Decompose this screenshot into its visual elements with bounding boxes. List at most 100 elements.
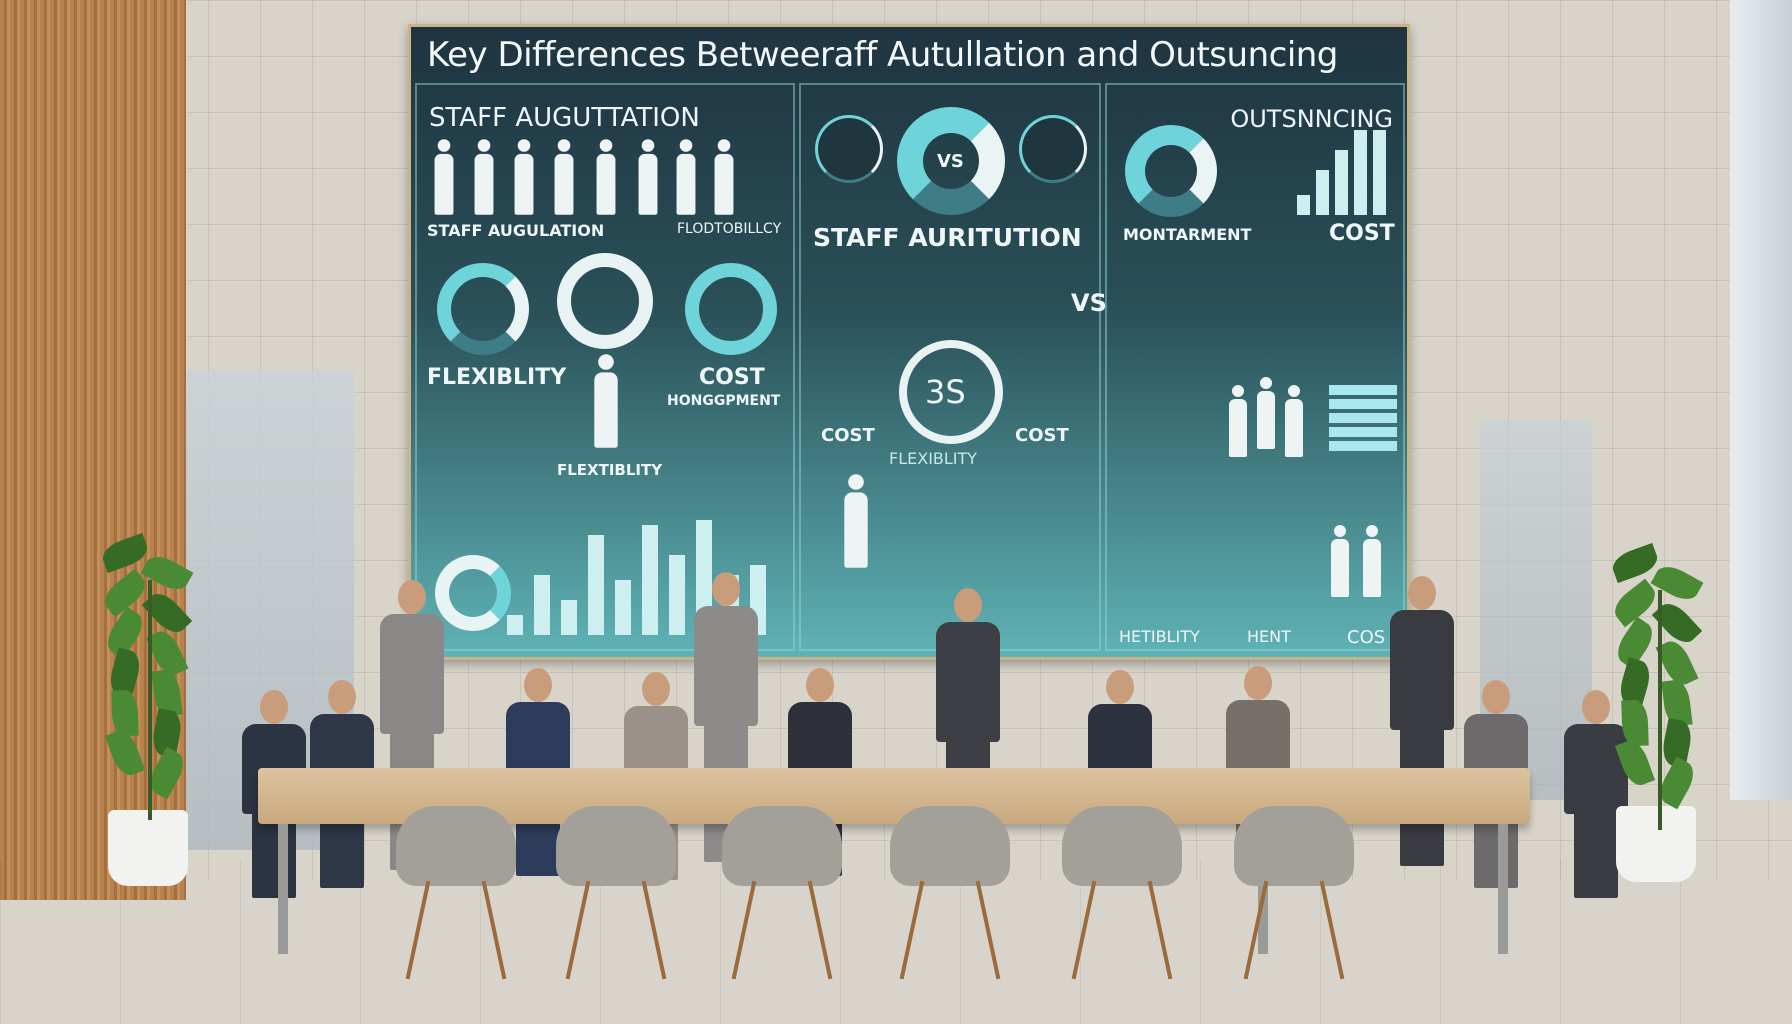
panel-vs: VS STAFF AURITUTION VS 3S COST COST FLEX… [799, 83, 1107, 651]
person-head [1482, 680, 1510, 714]
chair-seat [722, 806, 842, 886]
person-icon [552, 139, 575, 215]
chart-bar [669, 555, 685, 635]
person [1556, 690, 1636, 910]
chair-seat [890, 806, 1010, 886]
circle-icon [685, 263, 777, 355]
person-icon [1283, 385, 1305, 457]
person-torso [1564, 724, 1628, 814]
gear-icon [557, 253, 653, 349]
leaf [1621, 699, 1649, 747]
person-icon [842, 474, 871, 568]
label-management: MONTARMENT [1123, 225, 1252, 244]
table-leg [278, 824, 288, 954]
person-head [524, 668, 552, 702]
person-icon [594, 139, 617, 215]
person-torso [1390, 610, 1454, 730]
panel-heading: STAFF AUGUTTATION [429, 103, 700, 133]
vs-label: VS [937, 151, 964, 172]
person-icon [592, 354, 621, 448]
plant-pot [108, 810, 188, 886]
chart-bar [642, 525, 658, 635]
person-icon [512, 139, 535, 215]
plant-pot [1616, 806, 1696, 882]
label-cost-sub: HONGGPMENT [667, 393, 781, 409]
table-icon [1329, 385, 1397, 455]
label-flexibility-bottom: FLEXTIBLITY [557, 461, 663, 479]
person-icon [1255, 377, 1277, 449]
chart-bar [1354, 130, 1367, 215]
person-torso [380, 614, 444, 734]
person-icon [432, 139, 455, 215]
person-head [260, 690, 288, 724]
person-head [1106, 670, 1134, 704]
person-icon [1329, 525, 1351, 597]
chair-seat [1234, 806, 1354, 886]
window-edge [1730, 0, 1792, 800]
plant-stem [148, 580, 152, 820]
panel-outsourcing: OUTSNNCING MONTARMENT COST HETIBLITY HEN… [1105, 83, 1405, 651]
circle-icon [1019, 115, 1087, 183]
person-head [954, 588, 982, 622]
chair-seat [556, 806, 676, 886]
chair-seat [396, 806, 516, 886]
middle-heading: STAFF AURITUTION [813, 223, 1082, 252]
circle-icon [815, 115, 883, 183]
chart-bar [1335, 150, 1348, 215]
label-bottom-mid: HENT [1247, 627, 1291, 646]
chart-bar [534, 575, 550, 635]
plant-left [70, 532, 230, 890]
chart-bar [615, 580, 631, 635]
panel-staff-augmentation: STAFF AUGUTTATION STAFF AUGULATION FLODT… [415, 83, 795, 651]
leaf [111, 689, 139, 737]
bar-chart [507, 505, 787, 635]
screen-title: Key Differences Betweeraff Autullation a… [427, 35, 1338, 75]
label-bottom-left: HETIBLITY [1119, 627, 1200, 646]
pie-chart-icon [1125, 125, 1217, 217]
flexibility: FLEXIBLITY [889, 449, 978, 468]
chart-bar [588, 535, 604, 635]
person-icon [712, 139, 735, 215]
badge-ring [899, 340, 1003, 444]
table-leg [1498, 824, 1508, 954]
person-head [328, 680, 356, 714]
chart-bar [1373, 130, 1386, 215]
center-badge: 3S [925, 373, 966, 411]
person-head [806, 668, 834, 702]
label-bottom-right: COS [1347, 627, 1386, 648]
leaf [104, 726, 146, 780]
presentation-screen: Key Differences Betweeraff Autullation a… [408, 24, 1410, 660]
person-head [1582, 690, 1610, 724]
chart-bar [1297, 195, 1310, 215]
person-icon [1361, 525, 1383, 597]
chart-bar [561, 600, 577, 635]
donut-chart-icon [437, 263, 529, 355]
person-icon [472, 139, 495, 215]
person-head [642, 672, 670, 706]
label-flexibility: FLEXIBLITY [427, 365, 567, 390]
person-icon [674, 139, 697, 215]
person-icon [636, 139, 659, 215]
chair-seat [1062, 806, 1182, 886]
person-legs [1574, 808, 1618, 898]
chart-bar [507, 615, 523, 635]
person-icon [1227, 385, 1249, 457]
panel-heading: OUTSNNCING [1230, 105, 1393, 133]
vs-side-label: VS [1071, 289, 1107, 317]
label-flex: FLODTOBILLCY [677, 221, 782, 237]
person-head [712, 572, 740, 606]
person [1382, 576, 1462, 876]
bar-chart [1297, 130, 1397, 215]
label-cost: COST [699, 365, 765, 390]
person-torso [936, 622, 1000, 742]
label-staff: STAFF AUGULATION [427, 221, 605, 240]
plant-stem [1658, 590, 1662, 830]
person-head [1244, 666, 1272, 700]
cost-right: COST [1015, 425, 1069, 446]
label-cost: COST [1329, 221, 1395, 246]
person-head [1408, 576, 1436, 610]
leaf [1614, 736, 1656, 790]
chart-bar [1316, 170, 1329, 215]
plant-right [1580, 542, 1740, 890]
cost-left: COST [821, 425, 875, 446]
